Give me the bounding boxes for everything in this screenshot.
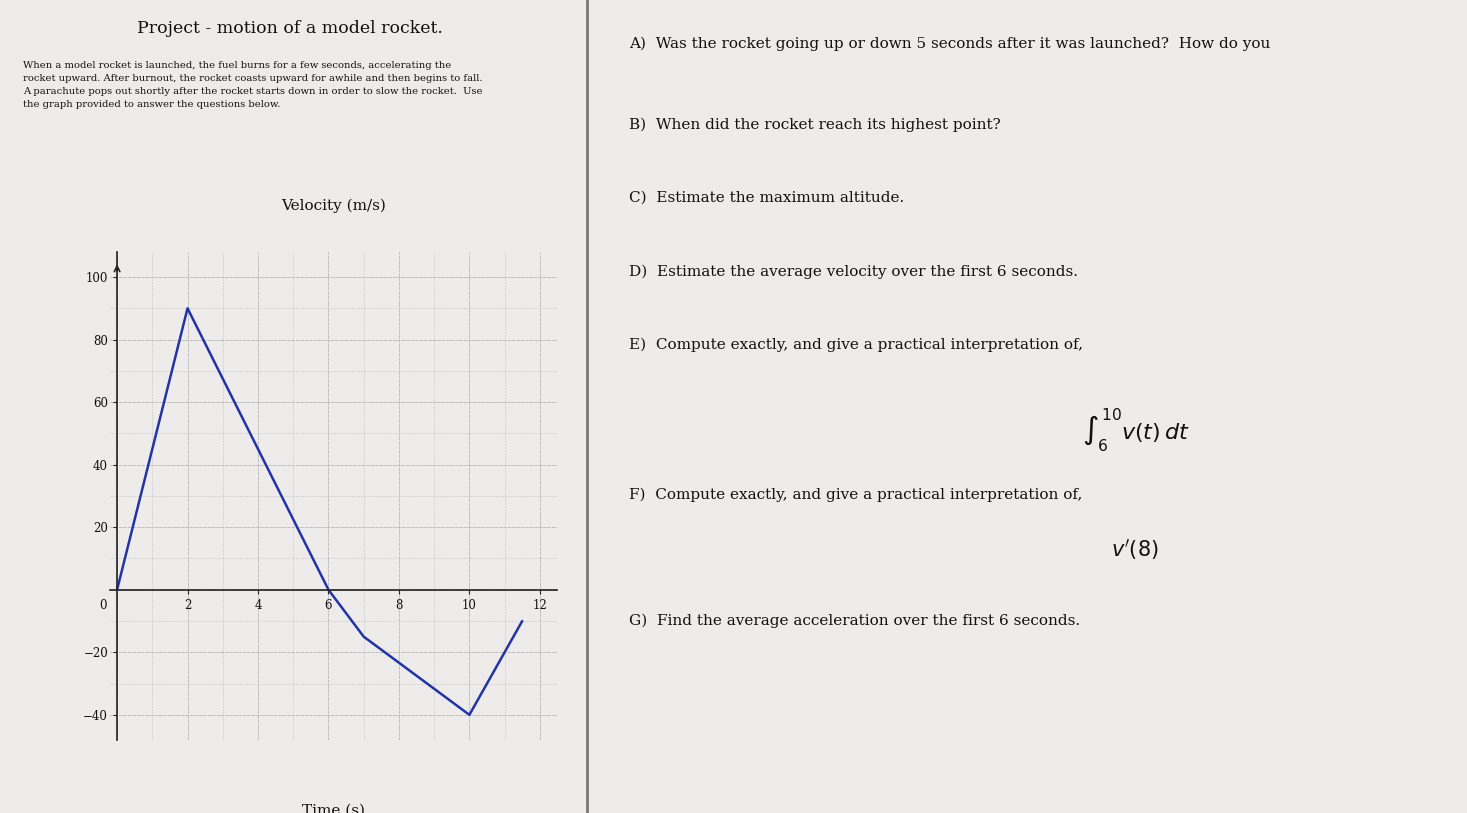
Text: D)  Estimate the average velocity over the first 6 seconds.: D) Estimate the average velocity over th… xyxy=(629,264,1078,279)
Text: F)  Compute exactly, and give a practical interpretation of,: F) Compute exactly, and give a practical… xyxy=(629,488,1083,502)
Text: Velocity (m/s): Velocity (m/s) xyxy=(282,198,386,213)
Text: C)  Estimate the maximum altitude.: C) Estimate the maximum altitude. xyxy=(629,191,904,205)
Text: Project - motion of a model rocket.: Project - motion of a model rocket. xyxy=(136,20,443,37)
Text: B)  When did the rocket reach its highest point?: B) When did the rocket reach its highest… xyxy=(629,118,1000,133)
Text: 0: 0 xyxy=(98,599,107,612)
Text: A)  Was the rocket going up or down 5 seconds after it was launched?  How do you: A) Was the rocket going up or down 5 sec… xyxy=(629,37,1270,51)
Text: $v'(8)$: $v'(8)$ xyxy=(1112,537,1159,562)
Text: G)  Find the average acceleration over the first 6 seconds.: G) Find the average acceleration over th… xyxy=(629,614,1080,628)
Text: When a model rocket is launched, the fuel burns for a few seconds, accelerating : When a model rocket is launched, the fue… xyxy=(23,61,483,108)
Text: $\int_{6}^{10} v(t)\,dt$: $\int_{6}^{10} v(t)\,dt$ xyxy=(1081,406,1190,454)
Text: Time (s): Time (s) xyxy=(302,803,365,813)
Text: E)  Compute exactly, and give a practical interpretation of,: E) Compute exactly, and give a practical… xyxy=(629,337,1083,352)
